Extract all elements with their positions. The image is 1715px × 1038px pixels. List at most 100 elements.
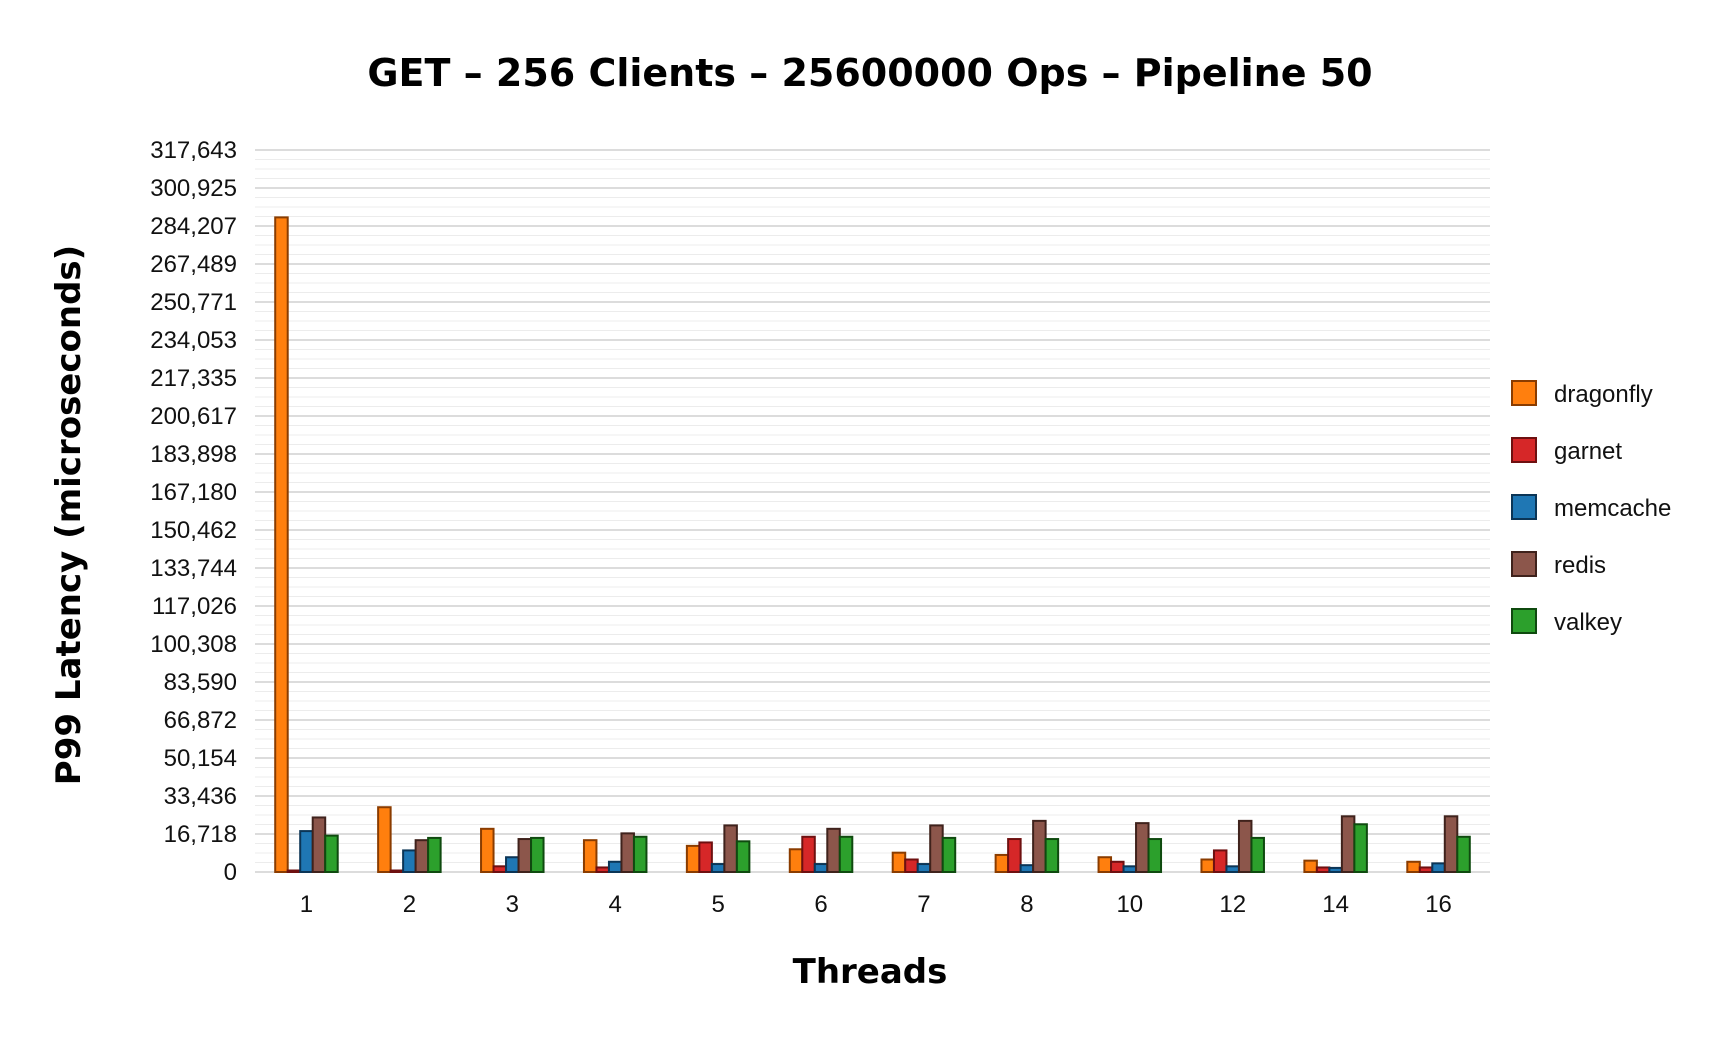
bar-valkey: [1250, 836, 1265, 873]
legend: dragonfly garnet memcache redis valkey: [1511, 380, 1671, 636]
bar-memcache: [1328, 866, 1343, 874]
grid: [255, 149, 1490, 873]
bar-memcache: [505, 856, 520, 873]
bar-garnet: [1007, 838, 1022, 874]
y-tick-label: 133,744: [150, 555, 237, 582]
y-tick-label: 284,207: [150, 213, 237, 240]
y-tick-label: 33,436: [164, 783, 237, 810]
bar-memcache: [299, 830, 314, 873]
bar-dragonfly: [1303, 859, 1318, 873]
bar-garnet: [595, 866, 610, 874]
bar-redis: [1340, 815, 1356, 874]
bar-valkey: [1353, 823, 1368, 873]
bar-garnet: [286, 869, 302, 873]
bar-valkey: [941, 836, 957, 873]
y-tick-label: 16,718: [164, 821, 237, 848]
x-tick-label: 4: [609, 891, 622, 918]
y-tick-label: 300,925: [150, 175, 237, 202]
bar-memcache: [607, 860, 623, 874]
bar-dragonfly: [788, 848, 804, 873]
y-tick-label: 150,462: [150, 517, 237, 544]
bar-valkey: [1456, 835, 1471, 873]
legend-swatch-memcache: [1511, 494, 1537, 520]
y-tick-label: 0: [224, 859, 237, 886]
bar-memcache: [1431, 862, 1446, 873]
bar-garnet: [492, 865, 508, 873]
chart-title: GET – 256 Clients – 25600000 Ops – Pipel…: [367, 51, 1372, 95]
bar-garnet: [1315, 866, 1331, 874]
bar-garnet: [1418, 866, 1434, 874]
x-tick-label: 10: [1116, 891, 1143, 918]
bar-valkey: [427, 836, 442, 873]
y-tick-label: 317,643: [150, 137, 237, 164]
bar-valkey: [324, 834, 339, 874]
bar-dragonfly: [1406, 860, 1421, 874]
x-tick-label: 16: [1425, 891, 1452, 918]
bar-redis: [414, 839, 430, 873]
bar-redis: [517, 838, 533, 874]
bar-valkey: [632, 835, 648, 873]
bar-dragonfly: [1097, 856, 1113, 873]
bar-memcache: [1019, 864, 1035, 874]
y-axis-title: P99 Latency (microseconds): [49, 245, 89, 785]
y-tick-label: 183,898: [150, 441, 237, 468]
x-tick-label: 7: [917, 891, 930, 918]
y-tick-label: 267,489: [150, 251, 237, 278]
bar-redis: [1135, 822, 1150, 874]
y-tick-label: 83,590: [164, 669, 237, 696]
bar-dragonfly: [891, 851, 907, 873]
bar-redis: [826, 827, 841, 874]
bar-dragonfly: [377, 806, 392, 873]
x-tick-label: 6: [814, 891, 827, 918]
bar-valkey: [1044, 838, 1060, 874]
bar-garnet: [1212, 849, 1228, 873]
bar-memcache: [1225, 865, 1240, 873]
bar-dragonfly: [582, 839, 598, 873]
bars: [274, 216, 1471, 874]
y-tick-label: 66,872: [164, 707, 237, 734]
bar-redis: [620, 832, 635, 873]
bar-dragonfly: [274, 216, 289, 873]
x-tick-label: 2: [403, 891, 416, 918]
bar-memcache: [402, 849, 417, 873]
x-tick-label: 1: [300, 891, 313, 918]
y-tick-label: 200,617: [150, 403, 237, 430]
bar-redis: [311, 816, 327, 873]
y-tick-label: 217,335: [150, 365, 237, 392]
bar-valkey: [530, 836, 545, 873]
y-tick-label: 167,180: [150, 479, 237, 506]
legend-label-valkey: valkey: [1554, 609, 1622, 636]
x-axis-title: Threads: [793, 952, 948, 992]
x-axis-ticks: 1 2 3 4 5 6 7 8 10 12 14 16: [300, 891, 1452, 918]
bar-memcache: [916, 863, 932, 874]
bar-valkey: [735, 840, 751, 874]
bar-redis: [1443, 815, 1459, 874]
bar-redis: [1237, 819, 1253, 873]
bar-dragonfly: [480, 827, 495, 874]
y-tick-label: 234,053: [150, 327, 237, 354]
bar-redis: [929, 824, 944, 874]
legend-swatch-valkey: [1511, 608, 1537, 634]
y-axis-ticks: 0 16,718 33,436 50,154 66,872 83,590 100,308 11…: [150, 137, 237, 886]
bar-memcache: [710, 863, 726, 874]
bar-dragonfly: [685, 844, 701, 874]
legend-label-garnet: garnet: [1554, 438, 1622, 465]
legend-label-dragonfly: dragonfly: [1554, 381, 1653, 408]
y-tick-label: 50,154: [164, 745, 237, 772]
bar-redis: [1032, 819, 1047, 873]
bar-garnet: [389, 869, 405, 873]
y-tick-label: 100,308: [150, 631, 237, 658]
bar-garnet: [801, 835, 816, 873]
legend-label-memcache: memcache: [1554, 495, 1671, 522]
x-tick-label: 5: [711, 891, 724, 918]
x-tick-label: 14: [1322, 891, 1349, 918]
legend-swatch-redis: [1511, 551, 1537, 577]
bar-garnet: [698, 841, 713, 874]
y-tick-label: 250,771: [150, 289, 237, 316]
legend-label-redis: redis: [1554, 552, 1606, 579]
bar-garnet: [1110, 860, 1125, 874]
legend-swatch-dragonfly: [1511, 380, 1537, 406]
x-tick-label: 12: [1219, 891, 1246, 918]
